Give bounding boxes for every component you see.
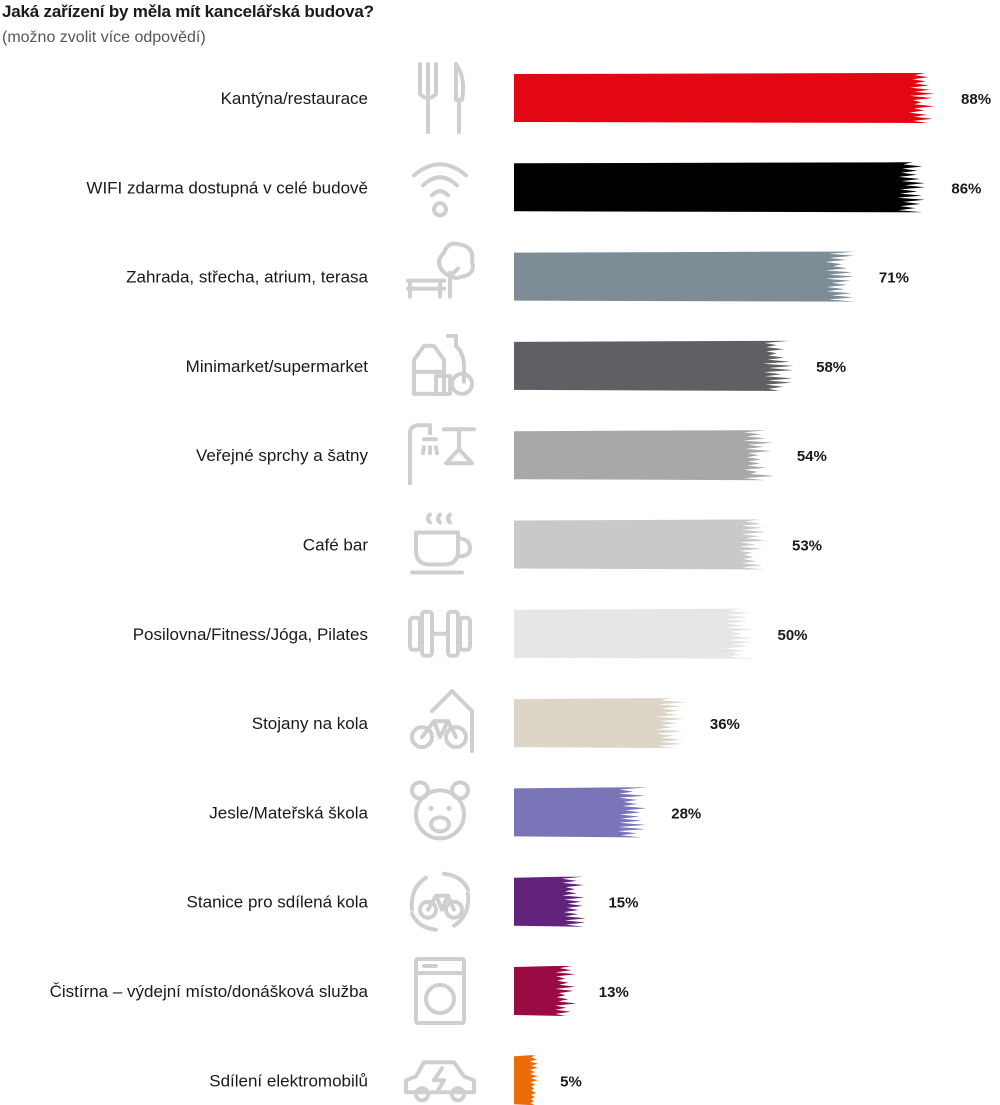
value-label: 15% xyxy=(608,895,638,912)
value-label: 5% xyxy=(560,1073,582,1090)
value-label: 58% xyxy=(816,359,846,376)
category-label: Sdílení elektromobilů xyxy=(209,1071,368,1090)
chart-title: Jaká zařízení by měla mít kancelářská bu… xyxy=(2,2,374,21)
shared-bike-icon xyxy=(409,871,471,932)
category-label: Stojany na kola xyxy=(252,714,369,733)
wifi-icon xyxy=(412,162,468,218)
bar xyxy=(514,251,856,302)
category-label: Zahrada, střecha, atrium, terasa xyxy=(126,268,368,287)
bar xyxy=(514,698,686,749)
value-label: 36% xyxy=(710,716,740,733)
value-label: 88% xyxy=(961,91,991,108)
category-label: Čistírna – výdejní místo/donášková služb… xyxy=(50,982,369,1001)
value-label: 54% xyxy=(797,448,827,465)
value-label: 13% xyxy=(599,984,629,1001)
bench-tree-icon xyxy=(406,241,475,299)
bar xyxy=(514,162,925,213)
chart-subtitle: (možno zvolit více odpovědí) xyxy=(2,29,206,46)
bike-rack-icon xyxy=(410,689,474,754)
category-label: Stanice pro sdílená kola xyxy=(187,893,369,912)
cutlery-icon xyxy=(418,62,466,134)
bar xyxy=(514,340,794,391)
bar xyxy=(514,430,775,481)
coffee-cup-icon xyxy=(410,512,472,575)
category-label: Jesle/Mateřská škola xyxy=(209,803,368,822)
category-label: Kantýna/restaurace xyxy=(221,89,368,108)
washing-machine-icon xyxy=(414,957,466,1025)
groceries-icon xyxy=(412,333,474,396)
category-label: Veřejné sprchy a šatny xyxy=(196,446,368,465)
value-label: 86% xyxy=(951,180,981,197)
bar xyxy=(514,966,577,1016)
value-label: 53% xyxy=(792,538,822,555)
bar xyxy=(514,73,935,123)
category-label: Minimarket/supermarket xyxy=(186,357,369,376)
bar xyxy=(514,519,767,570)
value-label: 50% xyxy=(778,627,808,644)
dumbbell-icon xyxy=(408,609,472,658)
shower-hanger-icon xyxy=(408,423,476,486)
value-label: 71% xyxy=(879,270,909,287)
category-label: WIFI zdarma dostupná v celé budově xyxy=(86,178,368,197)
bar xyxy=(514,787,648,838)
teddy-bear-icon xyxy=(410,780,470,841)
category-label: Posilovna/Fitness/Jóga, Pilates xyxy=(133,625,368,644)
bar xyxy=(514,876,586,927)
value-label: 28% xyxy=(671,805,701,822)
bar xyxy=(514,608,756,659)
category-label: Café bar xyxy=(303,536,369,555)
electric-car-icon xyxy=(404,1060,476,1103)
bar xyxy=(514,1055,538,1105)
